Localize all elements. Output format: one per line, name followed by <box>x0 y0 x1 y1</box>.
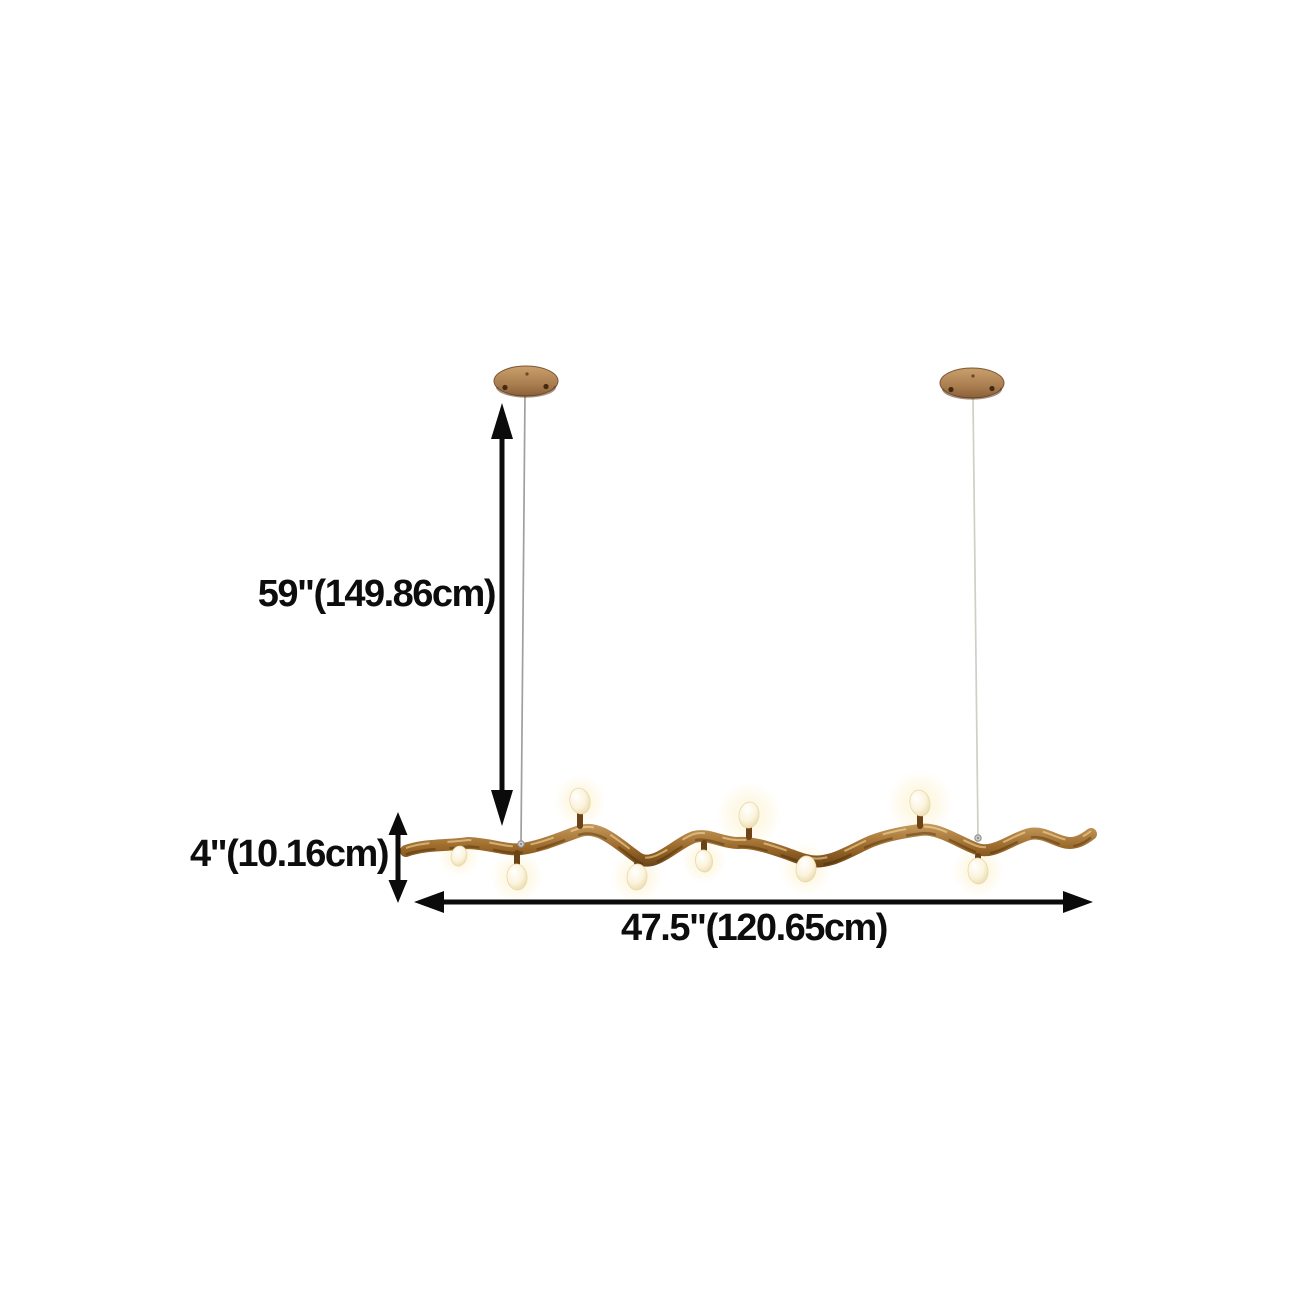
canopy-screw <box>989 385 995 392</box>
fixture-width-dimension-arrow-head-right <box>1063 891 1093 913</box>
fixture-height-dimension-label: 4"(10.16cm) <box>190 833 389 875</box>
canopy-disc <box>939 367 1005 399</box>
drop-height-dimension-arrow-head-down <box>491 790 513 826</box>
branch-arm <box>400 823 1097 868</box>
branch-texture-highlight <box>405 825 1092 860</box>
fixture-width-dimension-arrow <box>414 891 1093 913</box>
dimension-arrows-layer <box>388 403 1093 913</box>
ceiling-canopy <box>493 365 559 398</box>
canopy-screw <box>543 383 549 390</box>
fixture-width-dimension-label: 47.5"(120.65cm) <box>621 907 888 949</box>
light-bulb <box>506 863 528 891</box>
light-bulb <box>569 787 591 815</box>
branch-texture-shadow <box>405 831 1092 867</box>
canopy-screw <box>948 386 954 393</box>
fixture-height-dimension-arrow <box>388 812 408 903</box>
light-bulb <box>795 855 817 883</box>
canopy-rim-shadow <box>495 385 557 398</box>
light-bulb <box>967 857 989 885</box>
wire-layer <box>520 392 979 845</box>
drop-height-dimension-label: 59"(149.86cm) <box>257 573 497 615</box>
canopy-layer <box>493 365 1005 400</box>
drop-height-dimension-arrow-head-up <box>491 403 513 439</box>
drop-height-dimension-arrow <box>491 403 513 826</box>
wire-connector-pin <box>976 836 980 840</box>
light-bulb <box>909 789 931 817</box>
light-bulb <box>695 849 713 873</box>
light-bulb <box>626 863 648 891</box>
ceiling-canopy <box>939 367 1005 400</box>
canopy-center-hole <box>971 374 975 378</box>
suspension-wire <box>520 392 526 845</box>
fixture-width-dimension-arrow-head-left <box>414 891 444 913</box>
bulb-layer <box>450 787 989 891</box>
canopy-center-hole <box>525 372 529 376</box>
canopy-screw <box>502 384 508 391</box>
canopy-rim-shadow <box>941 387 1003 400</box>
light-bulb <box>738 801 760 829</box>
canopy-disc <box>493 365 559 397</box>
light-bulb <box>450 845 468 867</box>
fixture-height-dimension-arrow-head-down <box>388 880 408 903</box>
branch-layer <box>400 823 1097 868</box>
suspension-wire <box>972 396 979 839</box>
fixture-height-dimension-arrow-head-up <box>388 812 408 835</box>
wire-connector-pin <box>519 842 523 846</box>
